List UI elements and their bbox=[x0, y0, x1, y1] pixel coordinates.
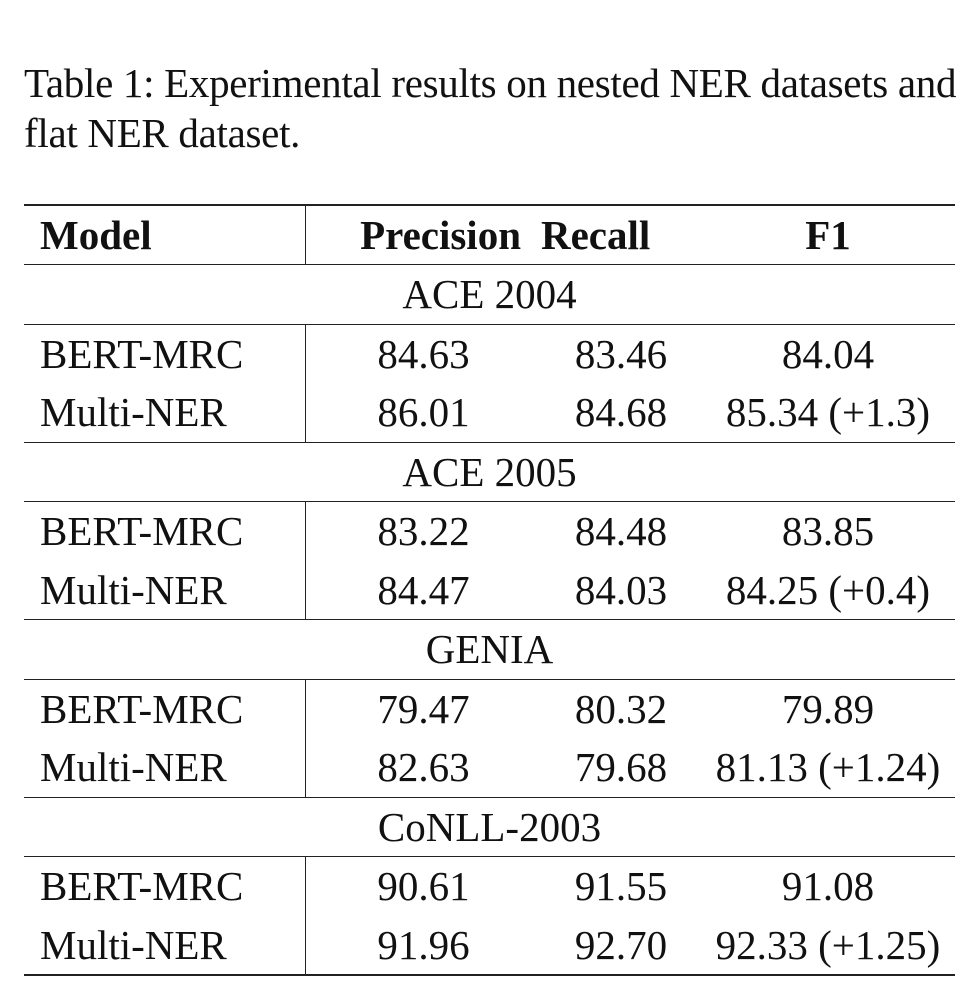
table-row: BERT-MRC 83.22 84.48 83.85 bbox=[24, 501, 955, 561]
precision-cell: 79.47 bbox=[377, 685, 470, 732]
table-row: Multi-NER 82.63 79.68 81.13 (+1.24) bbox=[24, 738, 955, 798]
section-title: CoNLL-2003 bbox=[24, 797, 955, 857]
table-header-row: Model Precision Recall F1 bbox=[24, 205, 955, 265]
model-cell: BERT-MRC bbox=[24, 501, 306, 561]
model-cell: Multi-NER bbox=[24, 915, 306, 976]
table-row: Multi-NER 86.01 84.68 85.34 (+1.3) bbox=[24, 383, 955, 443]
f1-cell: 85.34 (+1.3) bbox=[701, 383, 955, 443]
table-row: Multi-NER 84.47 84.03 84.25 (+0.4) bbox=[24, 560, 955, 620]
header-f1: F1 bbox=[805, 212, 851, 258]
table-row: BERT-MRC 84.63 83.46 84.04 bbox=[24, 324, 955, 383]
recall-cell: 84.68 bbox=[541, 383, 701, 443]
section-title: GENIA bbox=[24, 619, 955, 680]
precision-cell: 84.63 bbox=[377, 330, 470, 377]
recall-cell: 91.55 bbox=[574, 863, 668, 910]
section-title: ACE 2004 bbox=[24, 264, 955, 325]
table-caption: Table 1: Experimental results on nested … bbox=[24, 60, 957, 156]
model-cell: BERT-MRC bbox=[24, 679, 306, 738]
precision-cell: 82.63 bbox=[305, 738, 541, 798]
header-precision: Precision bbox=[360, 212, 521, 258]
recall-cell: 79.68 bbox=[541, 738, 701, 798]
f1-cell: 81.13 (+1.24) bbox=[701, 738, 955, 798]
model-cell: BERT-MRC bbox=[24, 856, 306, 916]
header-recall: Recall bbox=[541, 212, 651, 258]
f1-cell: 79.89 bbox=[781, 685, 875, 732]
section-row-conll2003: CoNLL-2003 bbox=[24, 797, 955, 857]
f1-cell: 92.33 (+1.25) bbox=[701, 915, 955, 976]
section-row-ace2004: ACE 2004 bbox=[24, 264, 955, 325]
f1-cell: 83.85 bbox=[781, 508, 875, 555]
recall-cell: 80.32 bbox=[574, 685, 668, 732]
precision-cell: 90.61 bbox=[377, 863, 470, 910]
precision-cell: 83.22 bbox=[377, 508, 470, 555]
recall-cell: 92.70 bbox=[541, 915, 701, 976]
table-row: BERT-MRC 90.61 91.55 91.08 bbox=[24, 856, 955, 916]
precision-cell: 86.01 bbox=[305, 383, 541, 443]
recall-cell: 83.46 bbox=[574, 330, 668, 377]
table-row: BERT-MRC 79.47 80.32 79.89 bbox=[24, 679, 955, 738]
header-model: Model bbox=[24, 205, 306, 265]
table-row: Multi-NER 91.96 92.70 92.33 (+1.25) bbox=[24, 915, 955, 976]
section-row-genia: GENIA bbox=[24, 619, 955, 680]
results-table: Model Precision Recall F1 ACE 2004 BERT-… bbox=[24, 204, 955, 976]
f1-cell: 91.08 bbox=[781, 863, 875, 910]
precision-cell: 84.47 bbox=[305, 560, 541, 620]
section-row-ace2005: ACE 2005 bbox=[24, 442, 955, 502]
model-cell: Multi-NER bbox=[24, 738, 306, 798]
f1-cell: 84.04 bbox=[781, 330, 875, 377]
recall-cell: 84.03 bbox=[541, 560, 701, 620]
recall-cell: 84.48 bbox=[574, 508, 668, 555]
model-cell: Multi-NER bbox=[24, 383, 306, 443]
model-cell: BERT-MRC bbox=[24, 324, 306, 383]
section-title: ACE 2005 bbox=[24, 442, 955, 502]
precision-cell: 91.96 bbox=[305, 915, 541, 976]
model-cell: Multi-NER bbox=[24, 560, 306, 620]
f1-cell: 84.25 (+0.4) bbox=[701, 560, 955, 620]
